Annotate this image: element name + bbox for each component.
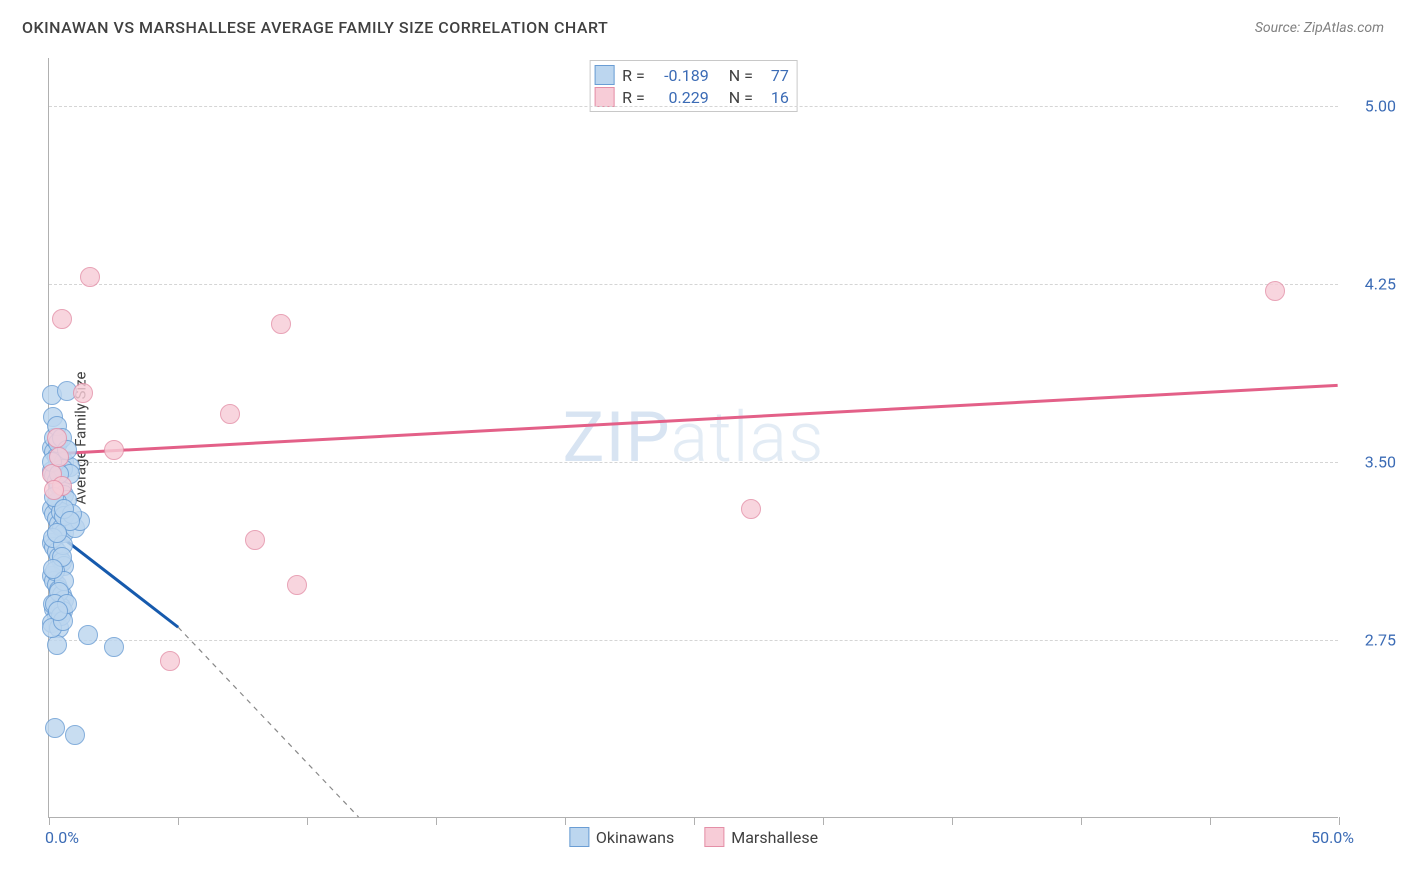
data-point (1265, 281, 1285, 301)
x-tick (694, 817, 695, 825)
x-tick (1210, 817, 1211, 825)
x-max-label: 50.0% (1311, 828, 1354, 847)
x-tick (823, 817, 824, 825)
data-point (104, 440, 124, 460)
y-tick-label: 2.75 (1365, 630, 1396, 649)
data-point (47, 523, 67, 543)
gridline (49, 106, 1338, 107)
legend-swatch (569, 827, 589, 847)
data-point (160, 651, 180, 671)
data-point (220, 404, 240, 424)
legend-stats: R =-0.189N =77R =0.229N =16 (589, 60, 798, 112)
y-tick-label: 4.25 (1365, 274, 1396, 293)
data-point (271, 314, 291, 334)
x-tick (178, 817, 179, 825)
plot-area: ZIPatlas R =-0.189N =77R =0.229N =16 Oki… (48, 58, 1338, 818)
chart-title: OKINAWAN VS MARSHALLESE AVERAGE FAMILY S… (22, 18, 608, 37)
data-point (52, 309, 72, 329)
data-point (73, 383, 93, 403)
data-point (78, 625, 98, 645)
data-point (65, 725, 85, 745)
data-point (49, 447, 69, 467)
data-point (48, 601, 68, 621)
data-point (45, 718, 65, 738)
data-point (245, 530, 265, 550)
legend-swatch (594, 65, 614, 85)
trend-lines (49, 58, 1338, 817)
x-tick (565, 817, 566, 825)
legend-label: Okinawans (596, 828, 674, 847)
gridline (49, 640, 1338, 641)
data-point (80, 267, 100, 287)
legend-item: Okinawans (569, 827, 674, 847)
x-tick (436, 817, 437, 825)
data-point (287, 575, 307, 595)
x-tick (1339, 817, 1340, 825)
data-point (104, 637, 124, 657)
x-tick (307, 817, 308, 825)
data-point (741, 499, 761, 519)
y-tick-label: 3.50 (1365, 452, 1396, 471)
data-point (44, 480, 64, 500)
x-tick (952, 817, 953, 825)
legend-item: Marshallese (704, 827, 818, 847)
x-tick (1081, 817, 1082, 825)
legend-series: Okinawans Marshallese (569, 827, 818, 847)
legend-label: Marshallese (731, 828, 818, 847)
y-tick-label: 5.00 (1365, 96, 1396, 115)
legend-stat-row: R =-0.189N =77 (594, 64, 789, 86)
x-tick (49, 817, 50, 825)
chart-container: Average Family Size ZIPatlas R =-0.189N … (48, 58, 1338, 818)
legend-swatch (594, 87, 614, 107)
data-point (47, 428, 67, 448)
legend-swatch (704, 827, 724, 847)
source-attribution: Source: ZipAtlas.com (1255, 20, 1384, 36)
x-min-label: 0.0% (45, 828, 79, 847)
data-point (43, 559, 63, 579)
gridline (49, 462, 1338, 463)
gridline (49, 284, 1338, 285)
